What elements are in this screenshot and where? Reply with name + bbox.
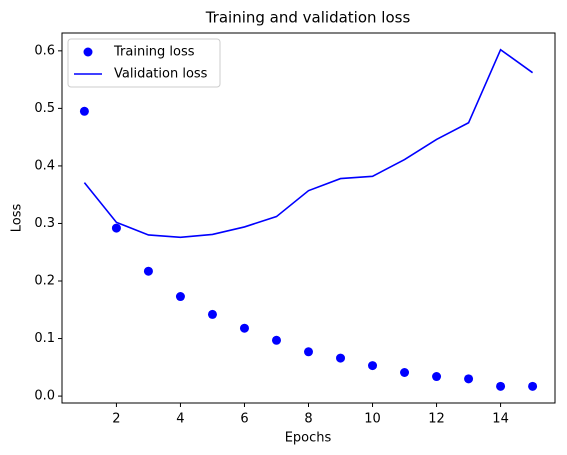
y-tick-label: 0.2 [34,274,55,289]
x-tick-label: 10 [364,412,381,427]
x-tick-label: 12 [428,412,445,427]
data-point [239,323,249,333]
data-point [175,292,185,302]
legend-label: Validation loss [114,67,208,82]
y-tick-label: 0.4 [34,158,55,173]
data-line [83,48,534,239]
data-point [304,347,313,357]
y-tick-label: 0.0 [34,389,55,404]
y-axis-label: Loss [10,204,25,233]
y-tick-label: 0.5 [34,101,55,116]
data-point [79,106,89,116]
legend-box [67,38,221,88]
legend-marker [83,47,93,57]
data-point [464,374,474,384]
data-point [432,372,442,382]
data-point [111,223,121,233]
data-point [336,353,346,363]
data-point [271,335,281,345]
data-point [528,381,538,391]
data-point [496,381,506,391]
x-tick-label: 6 [240,412,248,427]
y-tick-label: 0.6 [34,43,55,58]
data-point [207,309,217,319]
x-tick-label: 8 [304,412,312,427]
x-tick-label: 4 [176,412,184,427]
data-point [400,368,410,378]
data-point [143,266,153,276]
x-tick-label: 14 [492,412,509,427]
chart-title: Training and validation loss [205,9,411,27]
legend-label: Training loss [113,45,195,60]
x-axis-label: Epochs [285,431,332,446]
y-tick-label: 0.1 [34,331,55,346]
y-tick-label: 0.3 [34,216,55,231]
data-point [368,361,378,371]
x-tick-label: 2 [112,412,120,427]
plot-frame [61,32,556,404]
